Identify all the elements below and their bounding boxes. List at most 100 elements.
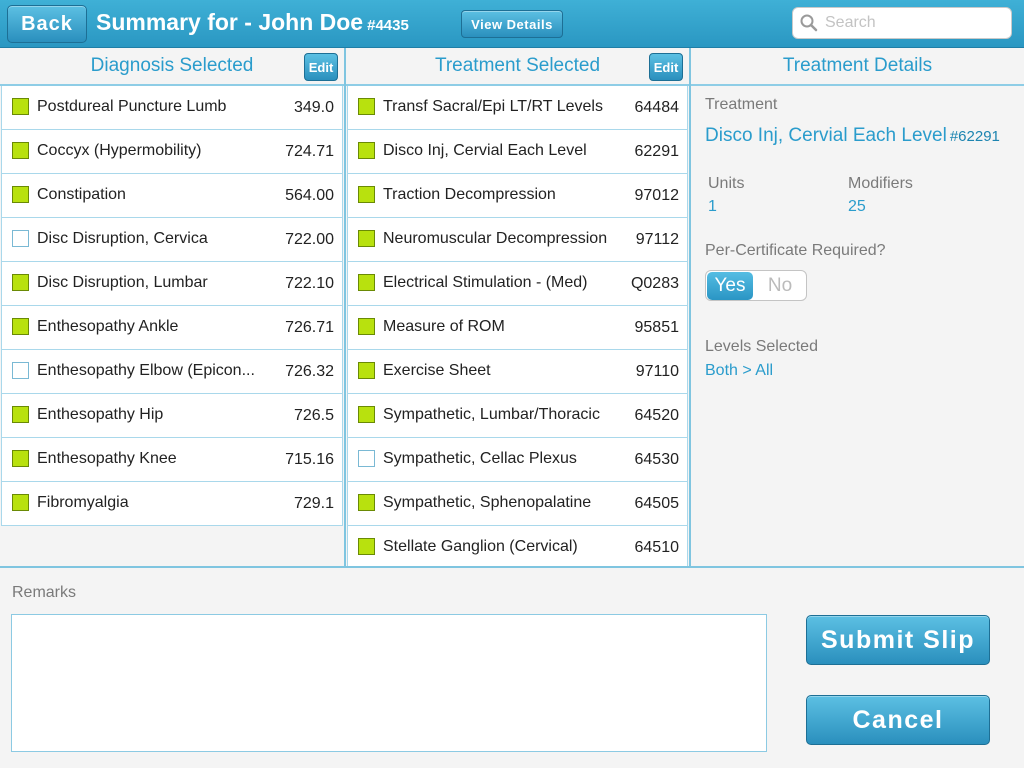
treatment-checkbox[interactable] [358, 318, 375, 335]
levels-value[interactable]: Both > All [705, 362, 774, 379]
diagnosis-row[interactable]: Enthesopathy Hip 726.5 [1, 394, 343, 438]
treatment-label: Treatment [705, 96, 778, 113]
treatment-row[interactable]: Transf Sacral/Epi LT/RT Levels 64484 [347, 86, 688, 130]
diagnosis-row[interactable]: Postdureal Puncture Lumb 349.0 [1, 86, 343, 130]
edit-diagnosis-button[interactable]: Edit [304, 53, 338, 81]
title-text: Summary for - John Doe [96, 9, 364, 35]
treatment-label: Sympathetic, Sphenopalatine [383, 494, 592, 511]
diagnosis-header: Diagnosis Selected Edit [0, 48, 344, 86]
treatment-row[interactable]: Traction Decompression 97012 [347, 174, 688, 218]
diagnosis-code: 722.00 [285, 231, 334, 248]
diagnosis-checkbox[interactable] [12, 494, 29, 511]
diagnosis-label: Enthesopathy Knee [37, 450, 177, 467]
view-details-button[interactable]: View Details [461, 10, 563, 38]
header-bar: Back Summary for - John Doe #4435 View De… [0, 0, 1024, 48]
diagnosis-checkbox[interactable] [12, 406, 29, 423]
diagnosis-checkbox[interactable] [12, 450, 29, 467]
treatment-header: Treatment Selected Edit [346, 48, 689, 86]
diagnosis-row[interactable]: Enthesopathy Elbow (Epicon... 726.32 [1, 350, 343, 394]
diagnosis-code: 722.10 [285, 275, 334, 292]
search-box[interactable] [792, 7, 1012, 39]
modifiers-value[interactable]: 25 [848, 198, 866, 215]
treatment-row[interactable]: Electrical Stimulation - (Med) Q0283 [347, 262, 688, 306]
diagnosis-header-label: Diagnosis Selected [90, 55, 254, 76]
treatment-row[interactable]: Neuromuscular Decompression 97112 [347, 218, 688, 262]
diagnosis-row[interactable]: Coccyx (Hypermobility) 724.71 [1, 130, 343, 174]
percert-yes-option[interactable]: Yes [707, 272, 753, 300]
diagnosis-row[interactable]: Constipation 564.00 [1, 174, 343, 218]
diagnosis-label: Enthesopathy Elbow (Epicon... [37, 362, 255, 379]
treatment-checkbox[interactable] [358, 538, 375, 555]
treatment-row[interactable]: Sympathetic, Sphenopalatine 64505 [347, 482, 688, 526]
edit-treatment-button[interactable]: Edit [649, 53, 683, 81]
treatment-label: Transf Sacral/Epi LT/RT Levels [383, 98, 603, 115]
cancel-button[interactable]: Cancel [806, 695, 990, 745]
back-button[interactable]: Back [7, 5, 87, 43]
treatment-row[interactable]: Exercise Sheet 97110 [347, 350, 688, 394]
diagnosis-checkbox[interactable] [12, 274, 29, 291]
treatment-label: Disco Inj, Cervial Each Level [383, 142, 587, 159]
diagnosis-checkbox[interactable] [12, 362, 29, 379]
treatment-label: Traction Decompression [383, 186, 556, 203]
diagnosis-label: Constipation [37, 186, 126, 203]
treatment-row[interactable]: Stellate Ganglion (Cervical) 64510 [347, 526, 688, 570]
diagnosis-row[interactable]: Disc Disruption, Cervica 722.00 [1, 218, 343, 262]
treatment-name-text: Disco Inj, Cervial Each Level [705, 125, 947, 146]
treatment-checkbox[interactable] [358, 142, 375, 159]
treatment-checkbox[interactable] [358, 494, 375, 511]
diagnosis-label: Postdureal Puncture Lumb [37, 98, 227, 115]
units-value[interactable]: 1 [708, 198, 717, 215]
diagnosis-row[interactable]: Disc Disruption, Lumbar 722.10 [1, 262, 343, 306]
treatment-row[interactable]: Sympathetic, Cellac Plexus 64530 [347, 438, 688, 482]
treatment-checkbox[interactable] [358, 186, 375, 203]
treatment-row[interactable]: Disco Inj, Cervial Each Level 62291 [347, 130, 688, 174]
treatment-label: Neuromuscular Decompression [383, 230, 608, 247]
treatment-checkbox[interactable] [358, 274, 375, 291]
diagnosis-checkbox[interactable] [12, 186, 29, 203]
diagnosis-checkbox[interactable] [12, 230, 29, 247]
modifiers-label: Modifiers [848, 175, 913, 192]
diagnosis-checkbox[interactable] [12, 318, 29, 335]
diagnosis-checkbox[interactable] [12, 98, 29, 115]
treatment-column: Treatment Selected Edit Transf Sacral/Ep… [346, 48, 691, 570]
treatment-row[interactable]: Measure of ROM 95851 [347, 306, 688, 350]
diagnosis-code: 726.71 [285, 319, 334, 336]
patient-id: #4435 [367, 17, 409, 34]
treatment-label: Sympathetic, Cellac Plexus [383, 450, 577, 467]
treatment-checkbox[interactable] [358, 230, 375, 247]
treatment-label: Sympathetic, Lumbar/Thoracic [383, 406, 600, 423]
submit-slip-button[interactable]: Submit Slip [806, 615, 990, 665]
levels-label: Levels Selected [705, 338, 818, 355]
treatment-checkbox[interactable] [358, 362, 375, 379]
diagnosis-code: 564.00 [285, 187, 334, 204]
units-label: Units [708, 175, 745, 192]
diagnosis-code: 729.1 [293, 495, 334, 512]
treatment-checkbox[interactable] [358, 406, 375, 423]
details-header: Treatment Details [691, 48, 1024, 86]
treatment-code: 97012 [634, 187, 680, 204]
remarks-label: Remarks [12, 584, 77, 601]
percert-toggle[interactable]: Yes No [705, 270, 807, 301]
diagnosis-code: 724.71 [285, 143, 334, 160]
search-input[interactable] [825, 14, 1005, 32]
treatment-code: Q0283 [630, 275, 679, 292]
treatment-checkbox[interactable] [358, 98, 375, 115]
treatment-checkbox[interactable] [358, 450, 375, 467]
diagnosis-row[interactable]: Fibromyalgia 729.1 [1, 482, 343, 526]
diagnosis-code: 726.32 [285, 363, 334, 380]
search-icon [800, 14, 818, 32]
treatment-code: 64510 [634, 539, 680, 556]
treatment-label: Electrical Stimulation - (Med) [383, 274, 588, 291]
details-header-label: Treatment Details [782, 55, 933, 76]
diagnosis-row[interactable]: Enthesopathy Knee 715.16 [1, 438, 343, 482]
remarks-input[interactable] [11, 614, 767, 752]
diagnosis-label: Disc Disruption, Lumbar [37, 274, 208, 291]
diagnosis-label: Coccyx (Hypermobility) [37, 142, 202, 159]
treatment-header-label: Treatment Selected [434, 55, 601, 76]
diagnosis-row[interactable]: Enthesopathy Ankle 726.71 [1, 306, 343, 350]
diagnosis-checkbox[interactable] [12, 142, 29, 159]
percert-label: Per-Certificate Required? [705, 242, 886, 259]
treatment-code: 64530 [634, 451, 680, 468]
percert-no-option[interactable]: No [767, 274, 793, 296]
treatment-row[interactable]: Sympathetic, Lumbar/Thoracic 64520 [347, 394, 688, 438]
